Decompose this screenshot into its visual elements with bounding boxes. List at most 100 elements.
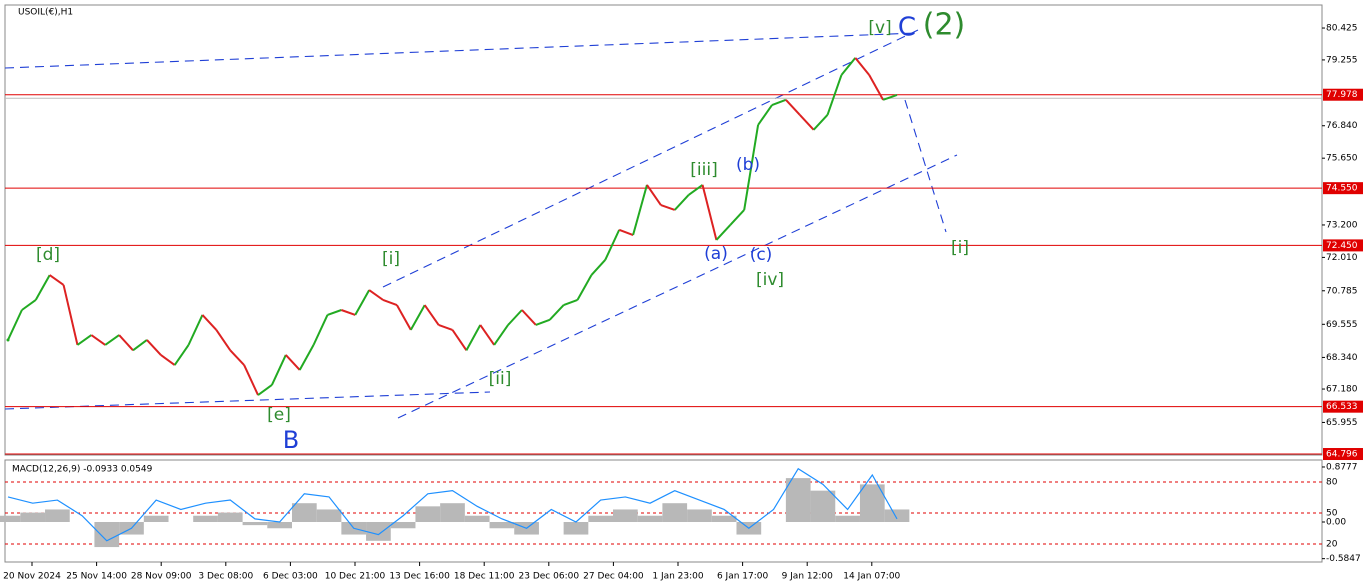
level-box xyxy=(1323,239,1363,252)
level-box xyxy=(1323,448,1363,461)
level-label: 64.796 xyxy=(1326,450,1358,460)
x-tick-label: 14 Jan 07:00 xyxy=(843,572,900,582)
price-segment xyxy=(771,98,787,106)
wave-label: (a) xyxy=(704,244,728,264)
price-segment xyxy=(674,194,690,211)
histogram-bar xyxy=(316,509,342,523)
price-segment xyxy=(368,289,384,301)
price-segment xyxy=(521,309,537,326)
y-tick-label: 73.200 xyxy=(1326,220,1358,230)
trend-line xyxy=(4,32,918,69)
price-segment xyxy=(423,304,440,326)
trend-line xyxy=(904,99,947,233)
price-segment xyxy=(271,354,287,386)
x-tick-label: 9 Jan 12:00 xyxy=(782,572,834,582)
price-segment xyxy=(576,274,593,301)
y-tick-label: 75.650 xyxy=(1326,154,1358,164)
trend-line xyxy=(382,29,919,288)
price-segment xyxy=(327,309,342,316)
price-segment xyxy=(382,298,398,307)
level-label: 66.533 xyxy=(1326,402,1358,412)
price-segment xyxy=(285,354,301,371)
x-tick-label: 20 Nov 2024 xyxy=(3,572,61,582)
level-label: 72.450 xyxy=(1326,241,1358,251)
x-tick-label: 27 Dec 04:00 xyxy=(583,572,644,582)
price-segment xyxy=(479,324,495,346)
x-tick-label: 1 Jan 23:00 xyxy=(652,572,704,582)
price-segment xyxy=(201,314,218,331)
histogram-bar xyxy=(489,522,515,529)
price-segment xyxy=(312,314,329,346)
wave-label: B xyxy=(283,426,299,454)
wave-label: [i] xyxy=(382,249,400,269)
price-segment xyxy=(854,57,870,76)
price-segment xyxy=(618,228,634,236)
histogram-bar xyxy=(464,515,490,523)
y-tick-label: 70.785 xyxy=(1326,286,1358,296)
price-segment xyxy=(701,184,718,241)
x-tick-label: 6 Jan 17:00 xyxy=(717,572,769,582)
histogram-bar xyxy=(440,503,465,523)
price-segment xyxy=(215,329,232,351)
price-segment xyxy=(104,334,120,346)
price-segment xyxy=(62,284,79,346)
x-tick-label: 23 Dec 06:00 xyxy=(519,572,580,582)
x-tick-label: 13 Dec 16:00 xyxy=(389,572,450,582)
wave-label: [iii] xyxy=(690,160,717,180)
histogram-bar xyxy=(94,522,120,548)
price-segment xyxy=(76,334,92,346)
price-segment xyxy=(243,364,259,396)
wave-label: [i] xyxy=(951,238,969,258)
wave-label: (c) xyxy=(750,245,773,265)
level-label: 77.978 xyxy=(1326,90,1358,100)
histogram-bar xyxy=(662,503,688,523)
histogram-bar xyxy=(613,509,638,523)
price-segment xyxy=(563,298,578,307)
price-segment xyxy=(132,339,148,352)
price-segment xyxy=(549,304,565,321)
price-segment xyxy=(632,184,648,236)
level-box xyxy=(1323,400,1363,413)
y2-tick-label: 20 xyxy=(1326,540,1338,550)
wave-label: [iv] xyxy=(756,270,784,290)
price-segment xyxy=(438,324,453,331)
trend-line xyxy=(397,154,958,419)
price-segment xyxy=(118,334,134,352)
price-segment xyxy=(757,104,773,126)
price-segment xyxy=(34,274,51,301)
level-label: 74.550 xyxy=(1326,184,1358,194)
histogram-bar xyxy=(20,512,46,523)
price-segment xyxy=(187,314,204,346)
price-segment xyxy=(646,184,662,206)
y-tick-label: 69.555 xyxy=(1326,320,1358,330)
wave-label: C xyxy=(898,13,916,43)
price-segment xyxy=(688,184,704,196)
wave-label: [e] xyxy=(267,405,291,425)
price-segment xyxy=(21,299,37,311)
y-tick-label: 68.340 xyxy=(1326,353,1358,363)
price-segment xyxy=(799,114,815,131)
x-tick-label: 28 Nov 09:00 xyxy=(131,572,192,582)
price-segment xyxy=(812,114,829,131)
price-segment xyxy=(868,74,884,101)
y-tick-label: 0.8777 xyxy=(1326,462,1358,472)
signal-line xyxy=(7,467,898,542)
x-tick-label: 3 Dec 08:00 xyxy=(198,572,253,582)
y-tick-label: 0.00 xyxy=(1326,518,1346,528)
wave-label: [d] xyxy=(36,245,60,265)
histogram-bar xyxy=(267,522,292,529)
y2-tick-label: 50 xyxy=(1326,509,1338,519)
histogram-bar xyxy=(785,478,811,523)
price-segment xyxy=(785,99,801,116)
price-segment xyxy=(660,204,676,211)
histogram-bar xyxy=(45,509,70,523)
price-segment xyxy=(604,229,621,261)
price-segment xyxy=(396,304,412,331)
wave-label: [v] xyxy=(868,18,891,38)
price-segment xyxy=(173,344,190,366)
main-panel xyxy=(4,4,1323,456)
x-tick-label: 6 Dec 03:00 xyxy=(263,572,318,582)
price-segment xyxy=(465,324,482,351)
histogram-bar xyxy=(687,509,712,523)
histogram-bar xyxy=(242,522,268,526)
